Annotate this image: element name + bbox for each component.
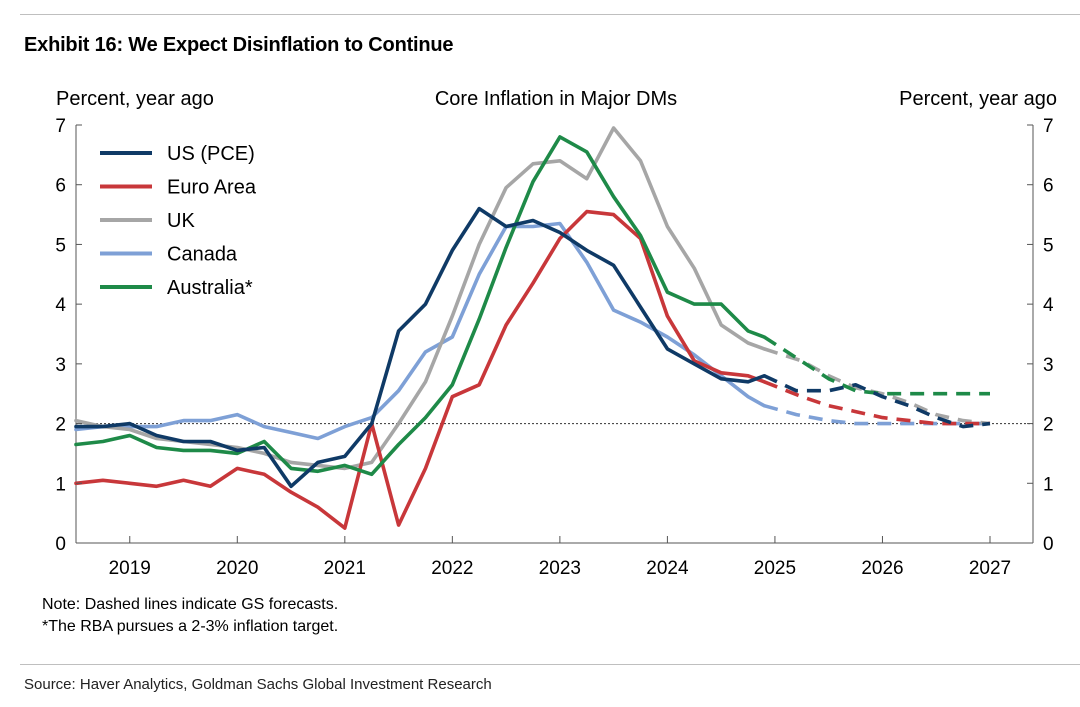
y-tick-label-right: 0 (1043, 534, 1054, 555)
x-tick-label: 2020 (216, 558, 258, 579)
series-forecast-canada (763, 403, 990, 426)
y-tick-label-right: 1 (1043, 474, 1054, 495)
series-line-euro-area (74, 209, 767, 530)
x-tick-label: 2019 (109, 558, 151, 579)
y-tick-label-right: 3 (1043, 355, 1054, 376)
y-tick-label-left: 5 (55, 235, 66, 256)
x-tick-label: 2026 (861, 558, 903, 579)
y-tick-label-left: 4 (55, 295, 66, 316)
top-rule (20, 14, 1080, 15)
source-note: Source: Haver Analytics, Goldman Sachs G… (24, 676, 492, 693)
note-dashed: Note: Dashed lines indicate GS forecasts… (42, 596, 339, 613)
y-tick-label-left: 2 (55, 415, 66, 436)
legend-label-euro-area: Euro Area (167, 177, 257, 199)
bottom-rule (20, 664, 1080, 665)
legend-label-australia: Australia* (167, 277, 253, 299)
x-tick-label: 2024 (646, 558, 689, 579)
x-tick-label: 2027 (969, 558, 1011, 579)
legend-label-us-pce: US (PCE) (167, 143, 255, 165)
x-tick-label: 2022 (431, 558, 473, 579)
axes: 0 0 1 1 2 2 3 3 4 4 5 5 6 6 7 7 2019 2020 2021 2022 2023 2024… (55, 116, 1054, 579)
series-forecast-uk (763, 347, 991, 426)
note-rba: *The RBA pursues a 2-3% inflation target… (42, 618, 339, 635)
chart-frame (75, 125, 1034, 544)
y-tick-label-left: 7 (55, 116, 66, 137)
legend-label-uk: UK (167, 210, 195, 232)
y-tick-label-right: 4 (1043, 295, 1054, 316)
chart-title: Core Inflation in Major DMs (435, 88, 677, 110)
series-forecast-australia (763, 335, 990, 396)
legend-label-canada: Canada (167, 244, 238, 266)
y-tick-label-right: 5 (1043, 235, 1054, 256)
y-tick-label-left: 1 (55, 474, 66, 495)
series-layer (74, 126, 991, 530)
y-tick-label-left: 0 (55, 534, 66, 555)
x-tick-label: 2023 (539, 558, 581, 579)
x-tick-label: 2025 (754, 558, 796, 579)
x-tick-label: 2021 (324, 558, 366, 579)
y-tick-label-left: 6 (55, 176, 66, 197)
y-axis-label-right: Percent, year ago (899, 88, 1057, 110)
series-forecast-us-pce (763, 374, 991, 429)
y-tick-label-right: 6 (1043, 176, 1054, 197)
legend: US (PCE) Euro Area UK Canada Australia* (100, 143, 257, 299)
series-forecast-euro-area (763, 380, 990, 426)
y-axis-label-left: Percent, year ago (56, 88, 214, 110)
y-tick-label-right: 2 (1043, 415, 1054, 436)
y-tick-label-left: 3 (55, 355, 66, 376)
y-tick-label-right: 7 (1043, 116, 1054, 137)
exhibit-title: Exhibit 16: We Expect Disinflation to Co… (24, 34, 454, 56)
series-line-us-pce (74, 206, 767, 489)
series-line-australia (74, 135, 767, 477)
chart: 0 0 1 1 2 2 3 3 4 4 5 5 6 6 7 7 2019 2020 2021 2022 2023 2024… (55, 88, 1057, 579)
